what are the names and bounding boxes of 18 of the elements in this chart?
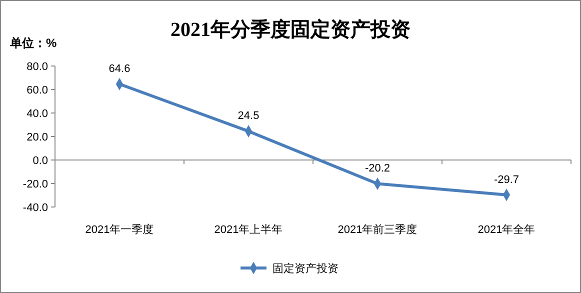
x-tick-label: 2021年前三季度 <box>338 223 418 236</box>
x-tick-label: 2021年全年 <box>478 224 536 236</box>
x-tick-label: 2021年一季度 <box>85 223 154 236</box>
y-tick-label: 80.0 <box>26 60 48 73</box>
y-tick-label: 40.0 <box>26 108 48 120</box>
y-tick-label: -40.0 <box>22 202 48 214</box>
y-tick-label: 0.0 <box>32 154 48 167</box>
y-axis-title: 单位：% <box>9 36 57 50</box>
x-tick-label: 2021年上半年 <box>214 223 283 236</box>
legend-label: 固定资产投资 <box>272 262 338 275</box>
data-label: -29.7 <box>494 174 520 186</box>
chart-title: 2021年分季度固定资产投资 <box>170 18 410 41</box>
y-tick-label: 60.0 <box>26 84 48 96</box>
data-label: 64.6 <box>108 63 130 76</box>
y-tick-label: -20.0 <box>22 178 48 190</box>
data-label: -20.2 <box>364 162 390 175</box>
y-tick-label: 20.0 <box>26 131 48 144</box>
data-label: 24.5 <box>238 110 260 122</box>
